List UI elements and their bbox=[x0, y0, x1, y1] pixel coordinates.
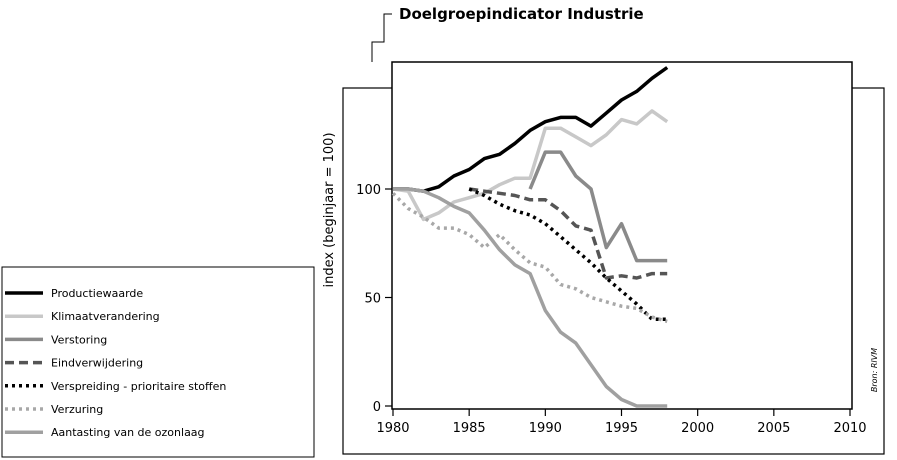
legend-label-verstoring: Verstoring bbox=[51, 333, 107, 346]
plot-frame bbox=[391, 61, 853, 410]
x-tick-label: 2000 bbox=[681, 421, 714, 436]
axis-ticks: 1980 1985 1990 1995 2000 2005 2010 0 50 100 bbox=[356, 183, 866, 436]
series-line-klimaatverandering bbox=[392, 109, 669, 222]
series-line-verstoring bbox=[528, 150, 668, 263]
series-line-aantasting-van-de-ozonlaag bbox=[393, 187, 668, 408]
title-bracket bbox=[371, 13, 392, 62]
x-tick-label: 2005 bbox=[757, 421, 790, 436]
y-tick-label: 100 bbox=[356, 183, 381, 198]
source-label: Bron: RIVM bbox=[870, 348, 879, 392]
series-line-eindverwijdering bbox=[468, 187, 668, 280]
x-tick-label: 1985 bbox=[453, 421, 486, 436]
x-tick-label: 1995 bbox=[605, 421, 638, 436]
chart-title: Doelgroepindicator Industrie bbox=[399, 5, 644, 23]
y-tick-label: 50 bbox=[364, 292, 381, 307]
x-tick-label: 1980 bbox=[376, 421, 409, 436]
legend-label-productiewaarde: Productiewaarde bbox=[51, 287, 143, 300]
legend-label-eindverwijdering: Eindverwijdering bbox=[51, 357, 143, 370]
x-tick-label: 1990 bbox=[529, 421, 562, 436]
legend-label-verzuring: Verzuring bbox=[51, 403, 103, 416]
y-tick-label: 0 bbox=[373, 400, 381, 415]
legend: Productiewaarde Klimaatverandering Verstor… bbox=[5, 287, 226, 439]
legend-label-klimaatverandering: Klimaatverandering bbox=[51, 310, 160, 323]
series-layer bbox=[391, 66, 669, 408]
x-tick-label: 2010 bbox=[833, 421, 866, 436]
series-line-productiewaarde bbox=[393, 66, 669, 193]
legend-label-aantasting-van-de-ozonlaag: Aantasting van de ozonlaag bbox=[51, 426, 205, 439]
series-line-verzuring bbox=[391, 192, 668, 324]
y-axis-label: index (beginjaar = 100) bbox=[322, 132, 337, 287]
legend-label-verspreiding-prioritaire-stoffen: Verspreiding - prioritaire stoffen bbox=[51, 380, 226, 393]
series-line-verspreiding-prioritaire-stoffen bbox=[468, 187, 668, 321]
legend-box bbox=[1, 266, 315, 458]
